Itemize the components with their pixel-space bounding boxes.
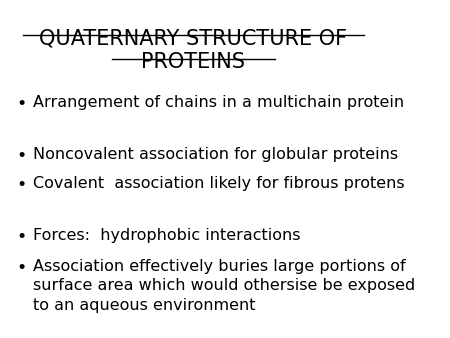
Text: •: • — [16, 176, 27, 194]
Text: PROTEINS: PROTEINS — [141, 52, 245, 72]
Text: Association effectively buries large portions of
surface area which would others: Association effectively buries large por… — [33, 259, 415, 313]
Text: •: • — [16, 228, 27, 246]
Text: Noncovalent association for globular proteins: Noncovalent association for globular pro… — [33, 147, 398, 162]
Text: QUATERNARY STRUCTURE OF: QUATERNARY STRUCTURE OF — [39, 29, 347, 49]
Text: Forces:  hydrophobic interactions: Forces: hydrophobic interactions — [33, 228, 301, 243]
Text: •: • — [16, 147, 27, 165]
Text: Arrangement of chains in a multichain protein: Arrangement of chains in a multichain pr… — [33, 95, 404, 110]
Text: •: • — [16, 95, 27, 113]
Text: •: • — [16, 259, 27, 276]
Text: Covalent  association likely for fibrous protens: Covalent association likely for fibrous … — [33, 176, 405, 191]
